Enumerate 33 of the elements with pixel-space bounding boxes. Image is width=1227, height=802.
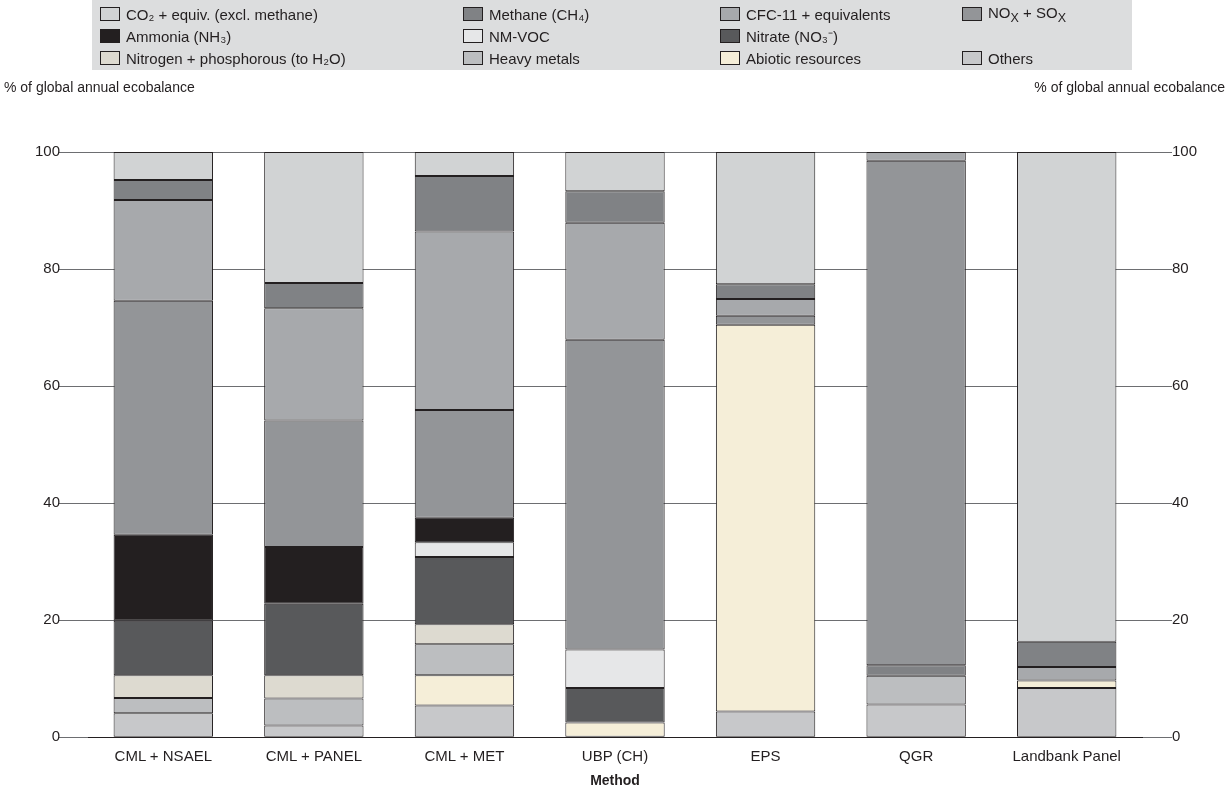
y2-axis-title: % of global annual ecobalance [1034, 79, 1225, 95]
x-tick-label: QGR [899, 747, 934, 765]
legend-label: NO$_{X}$ + SO$_{X}$ [988, 3, 1066, 25]
y2-tick-label: 20 [1172, 610, 1189, 628]
x-tick-label: UBP (CH) [581, 747, 649, 765]
y-axis-title: % of global annual ecobalance [4, 79, 195, 95]
legend-label: CO₂ + equiv. (excl. methane) [126, 5, 318, 23]
legend-label: CFC-11 + equivalents [746, 5, 891, 23]
y-tick-label: 0 [51, 727, 60, 745]
y2-tick-label: 40 [1172, 493, 1189, 511]
y-tick-label: 60 [43, 376, 60, 394]
x-tick-label: Landbank Panel [1012, 747, 1121, 765]
y-tick-label: 20 [43, 610, 60, 628]
legend-label: Nitrate (NO₃⁻) [746, 27, 838, 46]
x-axis-title: Method [590, 772, 640, 789]
x-tick-label: CML + NSAEL [114, 747, 212, 765]
x-tick-label: CML + MET [424, 747, 505, 765]
x-tick-label: EPS [750, 747, 781, 765]
y2-tick-label: 0 [1172, 727, 1181, 745]
legend-label: Methane (CH₄) [489, 5, 590, 23]
legend-label: Abiotic resources [746, 49, 862, 67]
y-tick-label: 40 [43, 493, 60, 511]
legend-label: Heavy metals [489, 49, 580, 67]
y-tick-label: 100 [34, 142, 60, 160]
y2-tick-label: 60 [1172, 376, 1189, 394]
y-tick-label: 80 [43, 259, 60, 277]
legend-label: NM-VOC [489, 27, 550, 45]
y2-tick-label: 80 [1172, 259, 1189, 277]
legend-label: Ammonia (NH₃) [126, 27, 232, 45]
y2-tick-label: 100 [1172, 142, 1198, 160]
x-tick-label: CML + PANEL [265, 747, 363, 765]
legend-label: Others [988, 49, 1034, 67]
legend-label: Nitrogen + phosphorous (to H₂O) [126, 49, 346, 67]
